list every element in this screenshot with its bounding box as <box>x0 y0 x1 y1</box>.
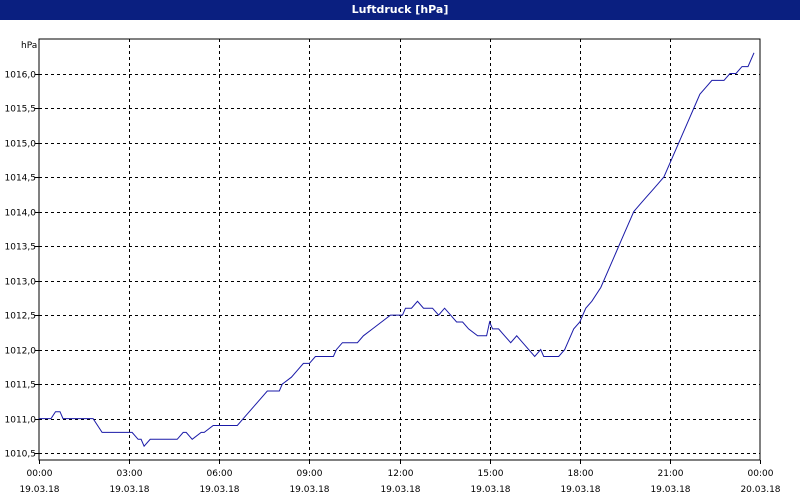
x-tick-time-label: 18:00 <box>568 469 594 479</box>
x-tick-date-label: 19.03.18 <box>650 485 690 495</box>
y-tick-label: 1013,0 <box>5 278 37 288</box>
x-tick-date-label: 19.03.18 <box>109 485 149 495</box>
x-tick-time-label: 15:00 <box>478 469 504 479</box>
y-tick-label: 1014,0 <box>5 209 37 219</box>
y-tick-label: 1016,0 <box>5 71 37 81</box>
grid <box>39 39 760 460</box>
x-axis: 00:00 19.03.18 03:00 19.03.18 06:00 19.03.18 0… <box>19 460 781 495</box>
y-tick-label: 1010,5 <box>5 450 37 460</box>
x-tick-date-label: 19.03.18 <box>289 485 329 495</box>
x-tick-time-label: 03:00 <box>117 469 143 479</box>
x-tick-date-label: 19.03.18 <box>470 485 510 495</box>
x-tick-date-label: 20.03.18 <box>740 485 780 495</box>
x-tick-time-label: 12:00 <box>388 469 414 479</box>
y-tick-label: 1011,5 <box>5 381 37 391</box>
y-tick-label: 1015,5 <box>5 105 37 115</box>
x-tick-time-label: 00:00 <box>27 469 53 479</box>
y-tick-label: 1014,5 <box>5 174 37 184</box>
y-axis: 1010,5 1011,0 1011,5 1012,0 1012,5 1013,0 1013… <box>5 71 39 460</box>
y-tick-label: 1011,0 <box>5 416 37 426</box>
x-tick-time-label: 00:00 <box>748 469 774 479</box>
y-axis-unit-label: hPa <box>21 41 37 51</box>
pressure-series-line <box>39 52 755 448</box>
y-tick-label: 1012,5 <box>5 312 37 322</box>
y-tick-label: 1012,0 <box>5 347 37 357</box>
y-tick-label: 1015,0 <box>5 140 37 150</box>
x-tick-date-label: 19.03.18 <box>199 485 239 495</box>
x-tick-time-label: 06:00 <box>207 469 233 479</box>
x-tick-time-label: 09:00 <box>297 469 323 479</box>
plot-area <box>38 38 761 461</box>
series-layer <box>39 52 755 448</box>
y-tick-label: 1013,5 <box>5 243 37 253</box>
x-tick-date-label: 19.03.18 <box>380 485 420 495</box>
x-tick-time-label: 21:00 <box>658 469 684 479</box>
chart-title: Luftdruck [hPa] <box>0 0 800 20</box>
x-tick-date-label: 19.03.18 <box>560 485 600 495</box>
x-tick-date-label: 19.03.18 <box>19 485 59 495</box>
